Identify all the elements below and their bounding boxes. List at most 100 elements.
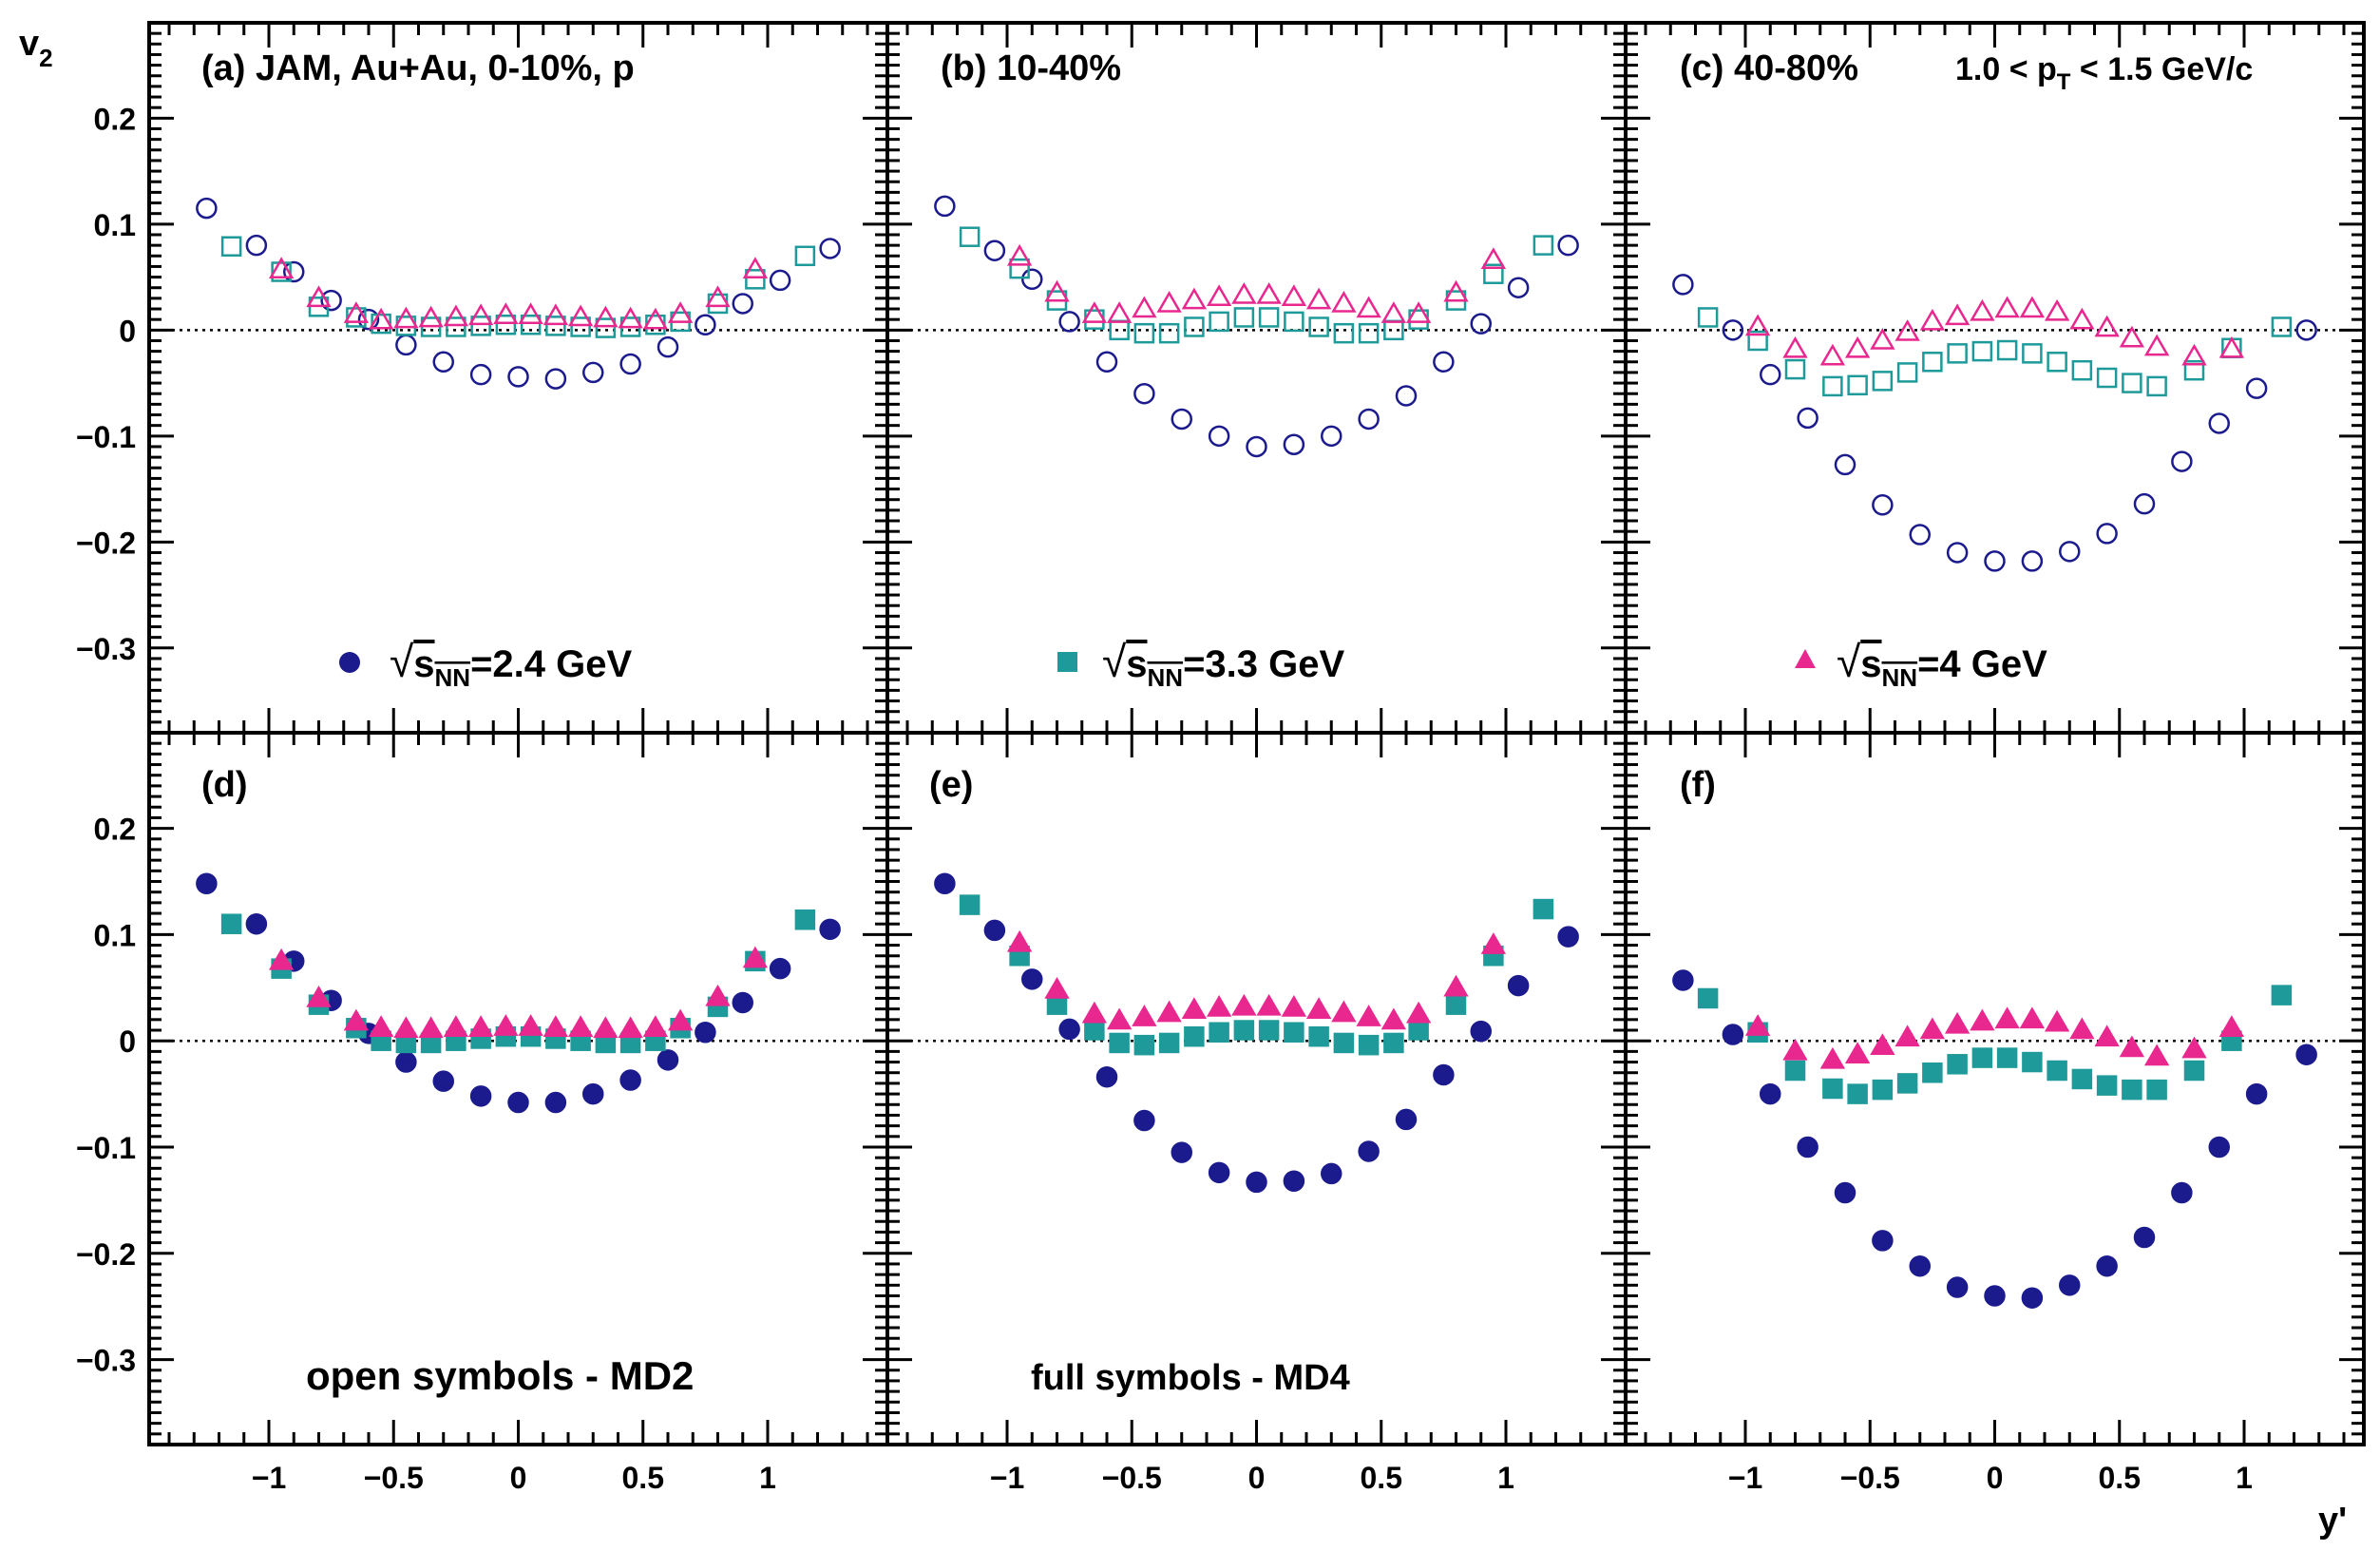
data-point-square bbox=[1847, 1083, 1868, 1104]
data-point-triangle bbox=[467, 1015, 494, 1038]
data-point-square bbox=[1333, 1032, 1355, 1054]
data-point-square bbox=[1084, 1020, 1105, 1041]
data-point-circle bbox=[2133, 1226, 2156, 1249]
y-tick-label: 0.2 bbox=[94, 813, 136, 847]
legend-label-2p4: √sNN=2.4 GeV bbox=[390, 637, 633, 692]
data-point-triangle bbox=[368, 307, 394, 330]
data-point-triangle bbox=[1782, 1038, 1808, 1061]
data-point-triangle bbox=[1256, 993, 1282, 1016]
x-tick-label: 0 bbox=[1987, 1461, 2004, 1495]
data-point-triangle bbox=[1132, 1005, 1157, 1026]
data-point-circle bbox=[1095, 351, 1118, 373]
data-point-circle bbox=[1246, 435, 1267, 458]
panel-label-c: (c) 40-80% bbox=[1680, 48, 1858, 88]
data-point-circle bbox=[2096, 1254, 2118, 1277]
data-point-triangle bbox=[1305, 287, 1332, 310]
legend-marker-square bbox=[1057, 652, 1077, 672]
data-point-circle bbox=[1433, 1063, 1455, 1086]
data-point-circle bbox=[1507, 277, 1530, 298]
data-point-square bbox=[2122, 1079, 2142, 1101]
data-point-square bbox=[1922, 352, 1943, 373]
data-point-circle bbox=[983, 919, 1006, 942]
data-point-square bbox=[1009, 258, 1030, 279]
data-point-triangle bbox=[493, 302, 519, 324]
data-point-circle bbox=[1358, 408, 1380, 431]
data-point-triangle bbox=[1744, 1014, 1771, 1036]
data-point-triangle bbox=[1844, 1042, 1871, 1063]
data-point-square bbox=[2096, 367, 2118, 389]
data-point-circle bbox=[1797, 1136, 1818, 1158]
data-point-triangle bbox=[2069, 307, 2095, 330]
data-point-triangle bbox=[1970, 298, 1995, 321]
data-point-square bbox=[470, 316, 491, 336]
data-point-circle bbox=[695, 314, 716, 336]
data-point-triangle bbox=[705, 285, 731, 308]
data-point-circle bbox=[2059, 541, 2081, 563]
data-point-triangle bbox=[2181, 343, 2207, 366]
data-point-square bbox=[1308, 316, 1329, 337]
data-point-circle bbox=[1672, 969, 1694, 991]
data-point-square bbox=[1971, 1047, 1993, 1068]
x-axis-title: y' bbox=[2318, 1501, 2347, 1541]
data-point-triangle bbox=[306, 285, 332, 308]
data-point-square bbox=[1133, 322, 1155, 344]
legend-marker-triangle bbox=[1795, 649, 1816, 668]
data-point-triangle bbox=[1443, 279, 1469, 302]
data-point-square bbox=[2271, 316, 2293, 337]
data-point-square bbox=[1822, 1078, 1843, 1100]
data-point-square bbox=[1872, 1079, 1894, 1101]
data-point-circle bbox=[2059, 1274, 2081, 1296]
data-point-triangle bbox=[2181, 1036, 2207, 1059]
data-point-square bbox=[1847, 374, 1868, 396]
data-point-circle bbox=[320, 289, 342, 312]
data-point-triangle bbox=[343, 301, 370, 323]
data-point-triangle bbox=[1819, 343, 1846, 366]
data-point-circle bbox=[2295, 319, 2317, 341]
data-point-triangle bbox=[1919, 308, 1946, 331]
x-tick-label: 1 bbox=[1497, 1461, 1514, 1495]
data-point-triangle bbox=[1331, 1000, 1357, 1023]
data-point-circle bbox=[283, 260, 305, 283]
data-point-square bbox=[2146, 1079, 2167, 1101]
data-point-square bbox=[1533, 898, 1554, 920]
data-point-square bbox=[2183, 1060, 2205, 1082]
data-point-circle bbox=[1470, 313, 1492, 335]
data-point-square bbox=[595, 317, 617, 338]
legend-marker-circle bbox=[339, 652, 360, 673]
data-point-triangle bbox=[1744, 314, 1771, 336]
data-point-triangle bbox=[1081, 301, 1108, 323]
data-point-square bbox=[1747, 330, 1768, 352]
data-point-square bbox=[2183, 359, 2205, 381]
data-point-triangle bbox=[1894, 1024, 1920, 1047]
data-point-square bbox=[570, 316, 591, 337]
data-point-square bbox=[1358, 322, 1380, 344]
data-point-circle bbox=[544, 1091, 567, 1114]
x-tick-label: 1 bbox=[2236, 1461, 2253, 1495]
data-point-square bbox=[2047, 1060, 2067, 1082]
data-point-triangle bbox=[343, 1008, 370, 1031]
data-point-triangle bbox=[1181, 997, 1208, 1020]
panel-label-a: (a) JAM, Au+Au, 0-10%, p bbox=[201, 48, 635, 88]
data-point-circle bbox=[1984, 1285, 2006, 1307]
data-point-triangle bbox=[2044, 1009, 2070, 1032]
data-point-square bbox=[220, 913, 242, 934]
data-point-circle bbox=[1395, 1108, 1418, 1131]
data-point-triangle bbox=[393, 306, 419, 329]
data-point-triangle bbox=[1356, 1005, 1381, 1026]
x-tick-label: −1 bbox=[252, 1461, 286, 1495]
data-point-circle bbox=[619, 353, 641, 375]
data-point-triangle bbox=[1331, 290, 1357, 313]
data-point-circle bbox=[1507, 974, 1530, 997]
data-point-square bbox=[1158, 322, 1180, 344]
data-point-circle bbox=[657, 1049, 679, 1071]
data-point-square bbox=[2271, 985, 2293, 1005]
data-point-circle bbox=[432, 351, 454, 373]
data-point-circle bbox=[2171, 450, 2193, 472]
data-point-circle bbox=[507, 1091, 529, 1114]
data-point-square bbox=[1872, 371, 1894, 392]
data-point-circle bbox=[1171, 408, 1192, 431]
data-point-circle bbox=[732, 293, 753, 315]
data-point-square bbox=[2022, 343, 2043, 364]
data-point-square bbox=[1996, 339, 2018, 361]
data-point-triangle bbox=[1231, 993, 1257, 1016]
